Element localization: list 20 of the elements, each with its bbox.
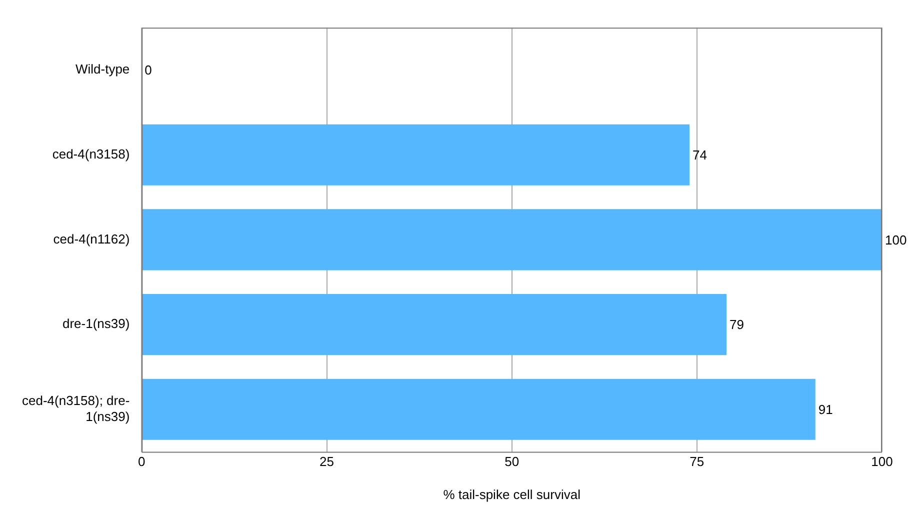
x-tick-label: 100 <box>871 454 893 470</box>
bar <box>142 209 882 270</box>
y-tick-label: ced-4(n3158) <box>52 146 130 162</box>
data-label: 91 <box>818 402 833 417</box>
bar <box>142 294 727 356</box>
y-tick-label: Wild-type <box>75 62 130 77</box>
x-axis-title: % tail-spike cell survival <box>443 486 581 502</box>
data-label: 74 <box>692 147 707 162</box>
x-tick-label: 50 <box>504 454 520 470</box>
data-label: 79 <box>730 317 744 332</box>
y-tick-label: ced-4(n3158); dre-1(ns39) <box>22 393 130 424</box>
data-label: 0 <box>144 62 152 78</box>
y-tick-label: dre-1(ns39) <box>62 316 130 332</box>
x-tick-label: 75 <box>690 454 704 470</box>
y-tick-label: ced-4(n1162) <box>53 231 130 246</box>
bar <box>142 378 816 440</box>
x-tick-label: 25 <box>320 454 334 470</box>
bar <box>142 124 690 186</box>
x-tick-label: 0 <box>138 454 146 470</box>
data-label: 100 <box>885 232 907 248</box>
